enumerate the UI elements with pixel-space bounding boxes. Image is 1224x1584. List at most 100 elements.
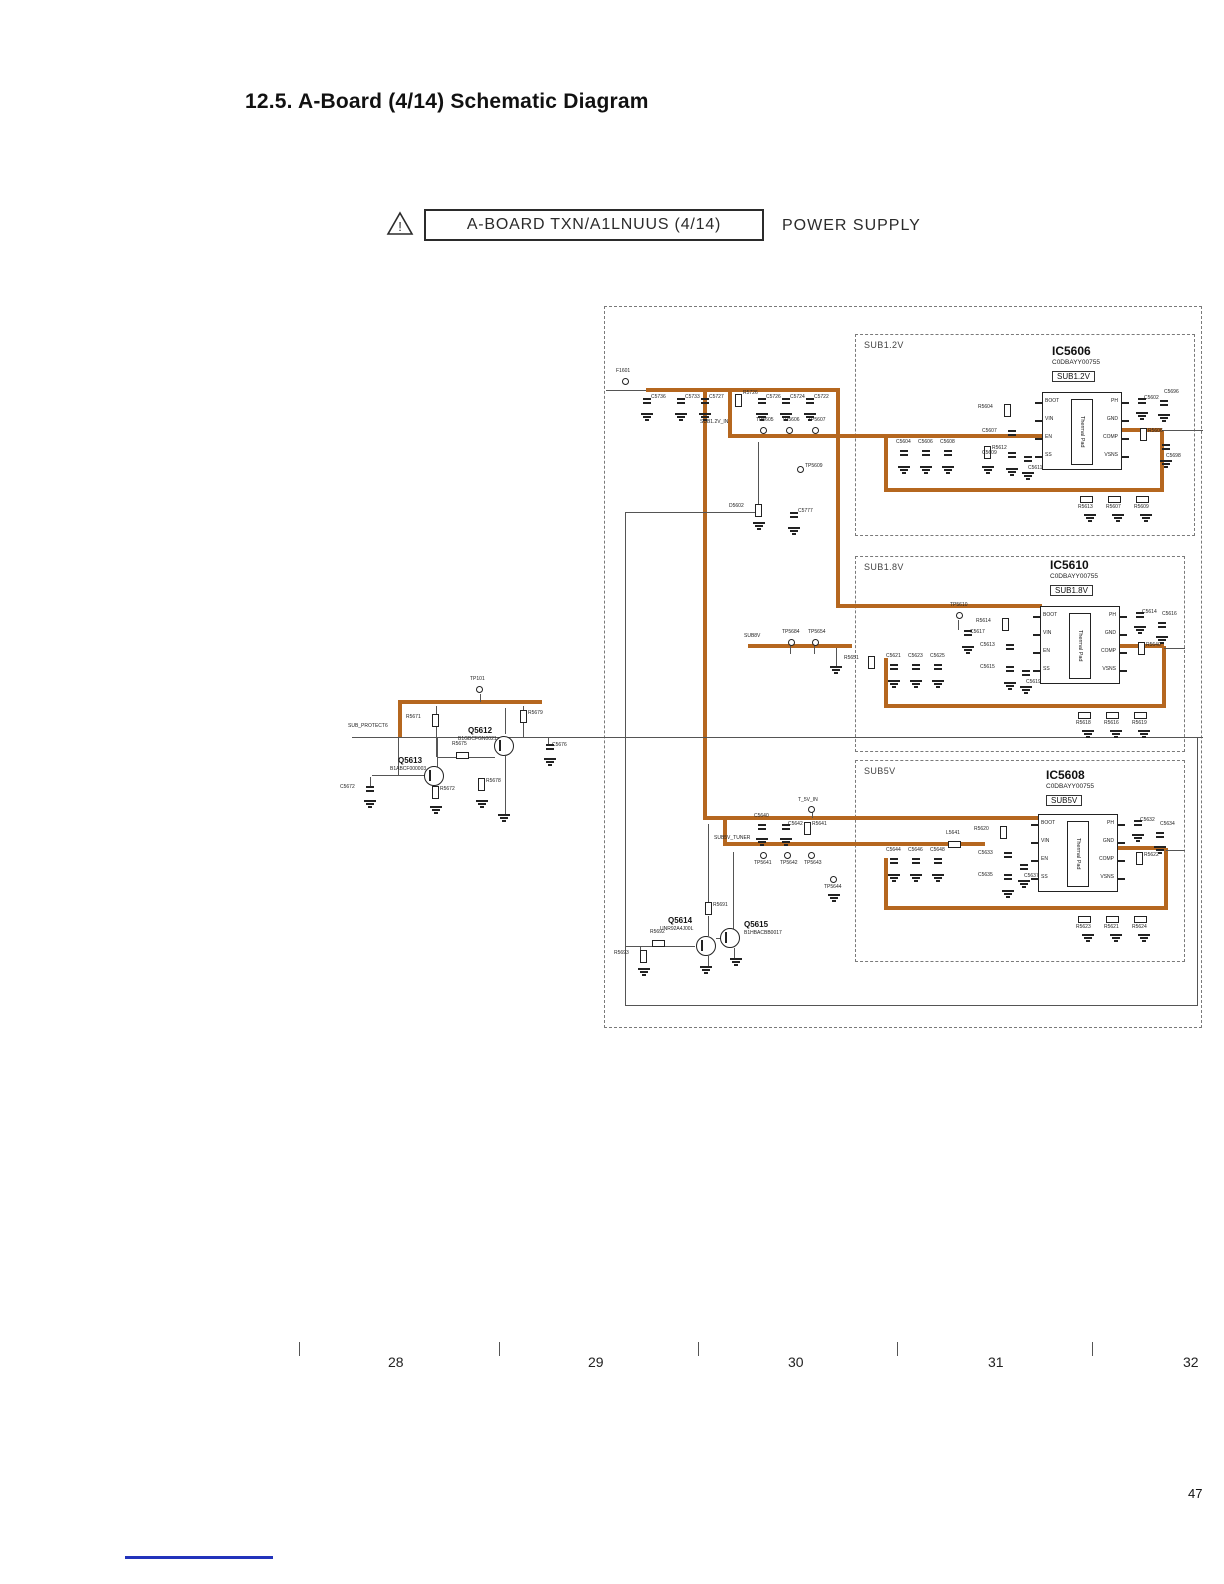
ground-symbol (1082, 730, 1094, 738)
ground-symbol (699, 413, 711, 421)
wire (625, 1005, 1198, 1006)
part-label: R5726 (743, 390, 758, 396)
transistor-part-q5614: UNR92A4J00L (660, 926, 694, 932)
capacitor-symbol (1008, 430, 1016, 432)
capacitor-symbol (1008, 452, 1016, 454)
power-trace (884, 438, 888, 490)
resistor-symbol (1080, 496, 1093, 503)
ground-symbol (753, 522, 765, 530)
resistor-symbol (1140, 428, 1147, 441)
ic-pin (1033, 652, 1040, 654)
transistor-part-q5612: B1GBCFGN0021 (458, 736, 497, 742)
board-title-text: A-BOARD TXN/A1LNUUS (4/14) (466, 216, 722, 233)
part-label: R5672 (440, 786, 455, 792)
ic-pin (1120, 670, 1127, 672)
part-label: R5620 (974, 826, 989, 832)
capacitor-symbol (758, 398, 766, 400)
transistor-ref-q5612: Q5612 (468, 726, 493, 735)
resistor-symbol (432, 786, 439, 799)
part-label: C5632 (1140, 817, 1155, 823)
section-label: SUB1.8V (864, 562, 904, 572)
pin-label: COMP (1101, 648, 1116, 654)
ruler-number: 31 (988, 1354, 1004, 1370)
pin-label: EN (1043, 648, 1050, 654)
pin-label: VSNS (1100, 874, 1114, 880)
ic-title-ic5610: IC5610 C0DBAYY00755 SUB1.8V (1050, 558, 1098, 598)
power-trace (723, 818, 727, 844)
pin-label: SS (1041, 874, 1048, 880)
ic-pin (1035, 438, 1042, 440)
part-label: C5611 (1028, 465, 1043, 471)
pin-label: VIN (1043, 630, 1052, 636)
capacitor-symbol (782, 398, 790, 400)
ground-symbol (788, 527, 800, 535)
ground-symbol (476, 800, 488, 808)
ground-symbol (1110, 934, 1122, 942)
resistor-symbol (1136, 852, 1143, 865)
resistor-symbol (432, 714, 439, 727)
page-title: 12.5. A-Board (4/14) Schematic Diagram (245, 90, 649, 113)
ground-symbol (1138, 730, 1150, 738)
ruler-number: 32 (1183, 1354, 1199, 1370)
wire (708, 956, 709, 966)
pin-label: PH (1109, 612, 1116, 618)
part-label: R5675 (452, 741, 467, 747)
part-label: C5642 (788, 821, 803, 827)
transistor-q5615 (720, 928, 740, 948)
wire (398, 738, 399, 775)
capacitor-symbol (1136, 612, 1144, 614)
ground-symbol (888, 874, 900, 882)
capacitor-symbol (1156, 832, 1164, 834)
part-label: C5676 (552, 742, 567, 748)
transistor-q5612 (494, 736, 514, 756)
part-label: TP5609 (805, 463, 823, 469)
part-label: C5635 (978, 872, 993, 878)
part-label: C5606 (918, 439, 933, 445)
testpoint-symbol (622, 378, 629, 385)
pin-label: BOOT (1041, 820, 1056, 826)
ic-pin (1122, 456, 1129, 458)
testpoint-symbol (808, 852, 815, 859)
resistor-symbol (705, 902, 712, 915)
power-trace (398, 700, 542, 704)
wire (708, 916, 709, 936)
part-label: C5615 (980, 664, 995, 670)
capacitor-symbol (806, 398, 814, 400)
part-label: R5641 (812, 821, 827, 827)
wire (606, 390, 646, 391)
ruler-number: 30 (788, 1354, 804, 1370)
ground-symbol (1022, 472, 1034, 480)
power-trace (836, 604, 1042, 608)
resistor-symbol (1106, 712, 1119, 719)
capacitor-symbol (1158, 622, 1166, 624)
part-label: R5693 (614, 950, 629, 956)
power-trace (884, 906, 1168, 910)
ic-rail-label: SUB1.2V (1052, 371, 1095, 382)
part-label: C5733 (685, 394, 700, 400)
ground-symbol (1154, 846, 1166, 854)
part-label: C5727 (709, 394, 724, 400)
part-label: C5604 (896, 439, 911, 445)
capacitor-symbol (1004, 852, 1012, 854)
power-trace (884, 858, 888, 908)
part-label: C5736 (651, 394, 666, 400)
capacitor-symbol (366, 786, 374, 788)
part-label: R5612 (992, 445, 1007, 451)
part-label: C5608 (940, 439, 955, 445)
part-label: R5623 (1076, 924, 1091, 930)
power-supply-label: POWER SUPPLY (782, 217, 921, 234)
ruler-tick (499, 1342, 500, 1356)
part-label: TP5610 (950, 602, 968, 608)
ic-part-number: C0DBAYY00755 (1050, 573, 1098, 580)
pin-label: GND (1104, 630, 1116, 636)
ground-symbol (932, 680, 944, 688)
ic-title-ic5608: IC5608 C0DBAYY00755 SUB5V (1046, 768, 1094, 808)
part-label: R5604 (978, 404, 993, 410)
resistor-symbol (1004, 404, 1011, 417)
ruler-tick (698, 1342, 699, 1356)
ground-symbol (1132, 834, 1144, 842)
ground-symbol (1158, 414, 1170, 422)
resistor-symbol (735, 394, 742, 407)
part-label: C5637 (1024, 873, 1039, 879)
ground-symbol (804, 413, 816, 421)
